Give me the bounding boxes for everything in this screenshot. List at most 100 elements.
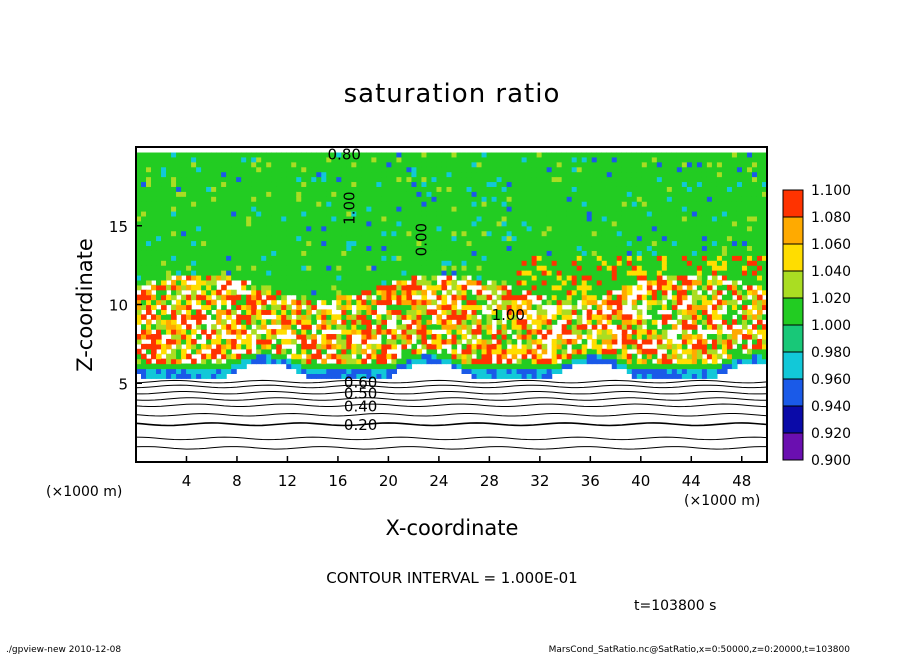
field-cell	[636, 299, 643, 306]
field-cell	[591, 279, 598, 286]
field-cell	[696, 353, 703, 360]
field-cell	[336, 368, 342, 374]
field-cell	[571, 353, 578, 360]
field-cell	[546, 230, 553, 237]
field-cell	[506, 363, 513, 370]
field-cell	[436, 289, 443, 296]
field-cell	[406, 309, 413, 315]
field-cell	[586, 151, 593, 158]
field-cell	[716, 206, 723, 212]
field-cell	[336, 343, 342, 350]
field-cell	[716, 270, 723, 276]
field-cell	[351, 363, 357, 370]
field-cell	[231, 235, 237, 242]
field-cell	[611, 176, 618, 183]
field-cell	[621, 215, 628, 222]
field-cell	[686, 304, 693, 311]
field-cell	[616, 176, 623, 183]
field-cell	[641, 334, 648, 340]
field-cell	[716, 250, 723, 256]
field-cell	[361, 176, 367, 183]
field-cell	[591, 166, 598, 173]
field-cell	[416, 255, 423, 261]
field-cell	[711, 220, 718, 227]
field-cell	[376, 225, 382, 232]
field-cell	[331, 235, 337, 242]
field-cell	[701, 299, 708, 306]
field-cell	[241, 353, 247, 360]
field-cell	[546, 358, 553, 365]
field-cell	[696, 225, 703, 232]
field-cell	[476, 156, 483, 163]
field-cell	[516, 319, 523, 325]
field-cell	[661, 289, 668, 296]
field-cell	[421, 338, 428, 345]
field-cell	[681, 294, 688, 301]
field-cell	[481, 284, 488, 291]
field-cell	[696, 265, 703, 271]
field-cell	[231, 191, 237, 197]
field-cell	[561, 338, 568, 345]
field-cell	[536, 309, 543, 315]
field-cell	[226, 274, 232, 281]
field-cell	[141, 353, 147, 360]
field-cell	[676, 235, 683, 242]
field-cell	[136, 314, 142, 320]
field-cell	[341, 270, 347, 276]
field-cell	[631, 220, 638, 227]
field-cell	[271, 235, 277, 242]
field-cell	[191, 274, 197, 281]
field-cell	[491, 191, 498, 197]
field-cell	[326, 294, 332, 301]
field-cell	[186, 274, 192, 281]
field-cell	[271, 319, 277, 325]
field-cell	[726, 171, 733, 178]
field-cell	[386, 201, 393, 207]
field-cell	[556, 279, 563, 286]
field-cell	[506, 166, 513, 173]
field-cell	[616, 250, 623, 256]
field-cell	[386, 225, 393, 232]
field-cell	[291, 220, 297, 227]
field-cell	[181, 294, 187, 301]
field-cell	[206, 176, 212, 183]
field-cell	[396, 245, 403, 251]
field-cell	[566, 245, 573, 251]
field-cell	[361, 245, 367, 251]
field-cell	[616, 304, 623, 311]
field-cell	[441, 304, 448, 311]
field-cell	[541, 299, 548, 306]
field-cell	[306, 373, 312, 379]
field-cell	[411, 265, 418, 271]
field-cell	[606, 348, 613, 355]
field-cell	[401, 220, 408, 227]
field-cell	[146, 191, 152, 197]
field-cell	[171, 215, 177, 222]
field-cell	[226, 206, 232, 212]
field-cell	[486, 265, 493, 271]
field-cell	[166, 210, 172, 217]
field-cell	[606, 210, 613, 217]
field-cell	[621, 329, 628, 335]
field-cell	[186, 201, 192, 207]
field-cell	[176, 348, 182, 355]
field-cell	[331, 147, 337, 153]
field-cell	[171, 186, 177, 192]
field-cell	[406, 161, 413, 168]
field-cell	[656, 250, 663, 256]
field-cell	[321, 265, 327, 271]
field-cell	[606, 250, 613, 256]
field-cell	[641, 230, 648, 237]
field-cell	[396, 166, 403, 173]
field-cell	[201, 151, 207, 158]
field-cell	[376, 260, 382, 266]
field-cell	[421, 230, 428, 237]
field-cell	[161, 284, 167, 291]
field-cell	[711, 279, 718, 286]
field-cell	[186, 151, 192, 158]
field-cell	[706, 353, 713, 360]
field-cell	[186, 329, 192, 335]
field-cell	[661, 240, 668, 247]
field-cell	[681, 230, 688, 237]
field-cell	[261, 171, 267, 178]
